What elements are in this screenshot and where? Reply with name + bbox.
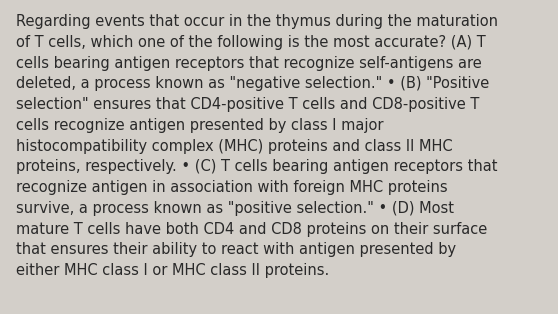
Text: Regarding events that occur in the thymus during the maturation
of T cells, whic: Regarding events that occur in the thymu…	[16, 14, 498, 278]
